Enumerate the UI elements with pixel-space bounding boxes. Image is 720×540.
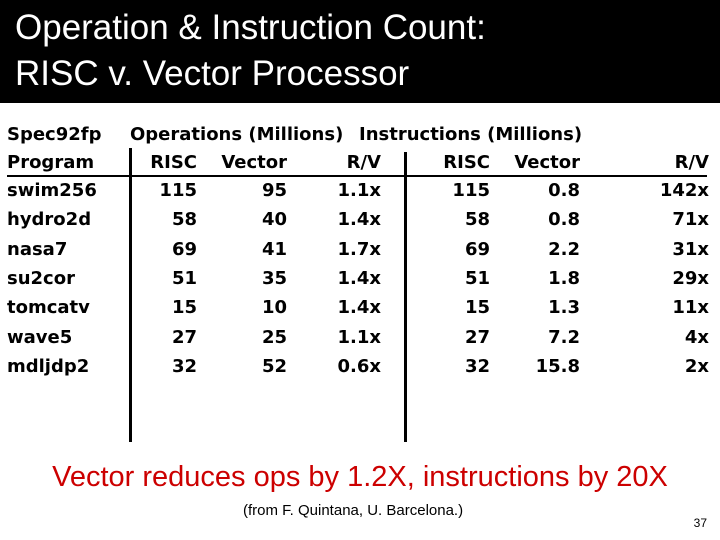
cell-ops-risc: 115 (159, 180, 197, 201)
cell-ops-vector: 95 (261, 180, 287, 201)
column-header-instr-risc: RISC (443, 152, 490, 173)
cell-instr-risc: 15 (464, 297, 490, 319)
operations-group-header: Operations (Millions) (130, 124, 344, 145)
cell-instr-ratio: 142x (659, 180, 709, 201)
cell-ops-risc: 15 (171, 297, 197, 319)
cell-ops-risc: 32 (171, 355, 197, 377)
cell-ops-ratio: 0.6x (337, 355, 382, 377)
cell-ops-risc: 58 (171, 209, 197, 231)
slide-title-line-1: Operation & Instruction Count: (15, 8, 486, 47)
cell-program: nasa7 (7, 238, 68, 260)
column-header-ops-risc: RISC (150, 152, 197, 173)
cell-program: mdljdp2 (7, 355, 90, 377)
cell-ops-risc: 69 (171, 238, 197, 260)
program-group-header: Spec92fp (7, 124, 102, 145)
table-divider-vertical-left (129, 148, 132, 442)
cell-instr-risc: 58 (464, 209, 490, 231)
cell-program: hydro2d (7, 209, 92, 231)
cell-ops-risc: 27 (171, 326, 197, 348)
cell-instr-ratio: 11x (672, 297, 709, 319)
column-header-ops-vector: Vector (221, 152, 287, 173)
cell-instr-vector: 1.8 (548, 267, 580, 289)
cell-instr-ratio: 29x (672, 267, 709, 289)
cell-ops-ratio: 1.4x (337, 267, 382, 289)
cell-ops-ratio: 1.7x (337, 238, 382, 260)
cell-ops-vector: 41 (261, 238, 287, 260)
cell-ops-vector: 25 (261, 326, 287, 348)
cell-instr-vector: 0.8 (548, 180, 580, 201)
cell-instr-risc: 51 (464, 267, 490, 289)
cell-instr-vector: 7.2 (548, 326, 580, 348)
instructions-group-header: Instructions (Millions) (359, 124, 583, 145)
column-header-program: Program (7, 152, 95, 173)
column-header-instr-vector: Vector (514, 152, 580, 173)
cell-instr-ratio: 2x (684, 355, 709, 377)
cell-instr-ratio: 4x (684, 326, 709, 348)
title-bar: Operation & Instruction Count: RISC v. V… (0, 0, 720, 103)
cell-ops-ratio: 1.1x (337, 180, 382, 201)
source-citation: (from F. Quintana, U. Barcelona.) (243, 502, 464, 519)
slide-title-line-2: RISC v. Vector Processor (15, 54, 410, 93)
cell-instr-risc: 69 (464, 238, 490, 260)
cell-instr-ratio: 71x (672, 209, 709, 231)
cell-ops-vector: 35 (261, 267, 287, 289)
cell-instr-risc: 32 (464, 355, 490, 377)
cell-program: wave5 (7, 326, 73, 348)
cell-ops-ratio: 1.1x (337, 326, 382, 348)
cell-instr-risc: 27 (464, 326, 490, 348)
cell-instr-vector: 2.2 (548, 238, 580, 260)
cell-program: swim256 (7, 180, 97, 201)
summary-text: Vector reduces ops by 1.2X, instructions… (52, 461, 668, 493)
table-header-rule (7, 175, 707, 177)
cell-program: tomcatv (7, 297, 90, 319)
cell-instr-vector: 15.8 (535, 355, 580, 377)
table-divider-vertical-right (404, 152, 407, 442)
column-header-ops-ratio: R/V (346, 152, 381, 173)
cell-ops-ratio: 1.4x (337, 209, 382, 231)
cell-instr-risc: 115 (452, 180, 490, 201)
cell-instr-vector: 1.3 (548, 297, 580, 319)
cell-ops-vector: 10 (261, 297, 287, 319)
cell-ops-vector: 40 (261, 209, 287, 231)
cell-program: su2cor (7, 267, 75, 289)
cell-instr-ratio: 31x (672, 238, 709, 260)
page-number: 37 (693, 516, 707, 530)
cell-ops-ratio: 1.4x (337, 297, 382, 319)
cell-instr-vector: 0.8 (548, 209, 580, 231)
column-header-instr-ratio: R/V (674, 152, 709, 173)
cell-ops-vector: 52 (261, 355, 287, 377)
cell-ops-risc: 51 (171, 267, 197, 289)
